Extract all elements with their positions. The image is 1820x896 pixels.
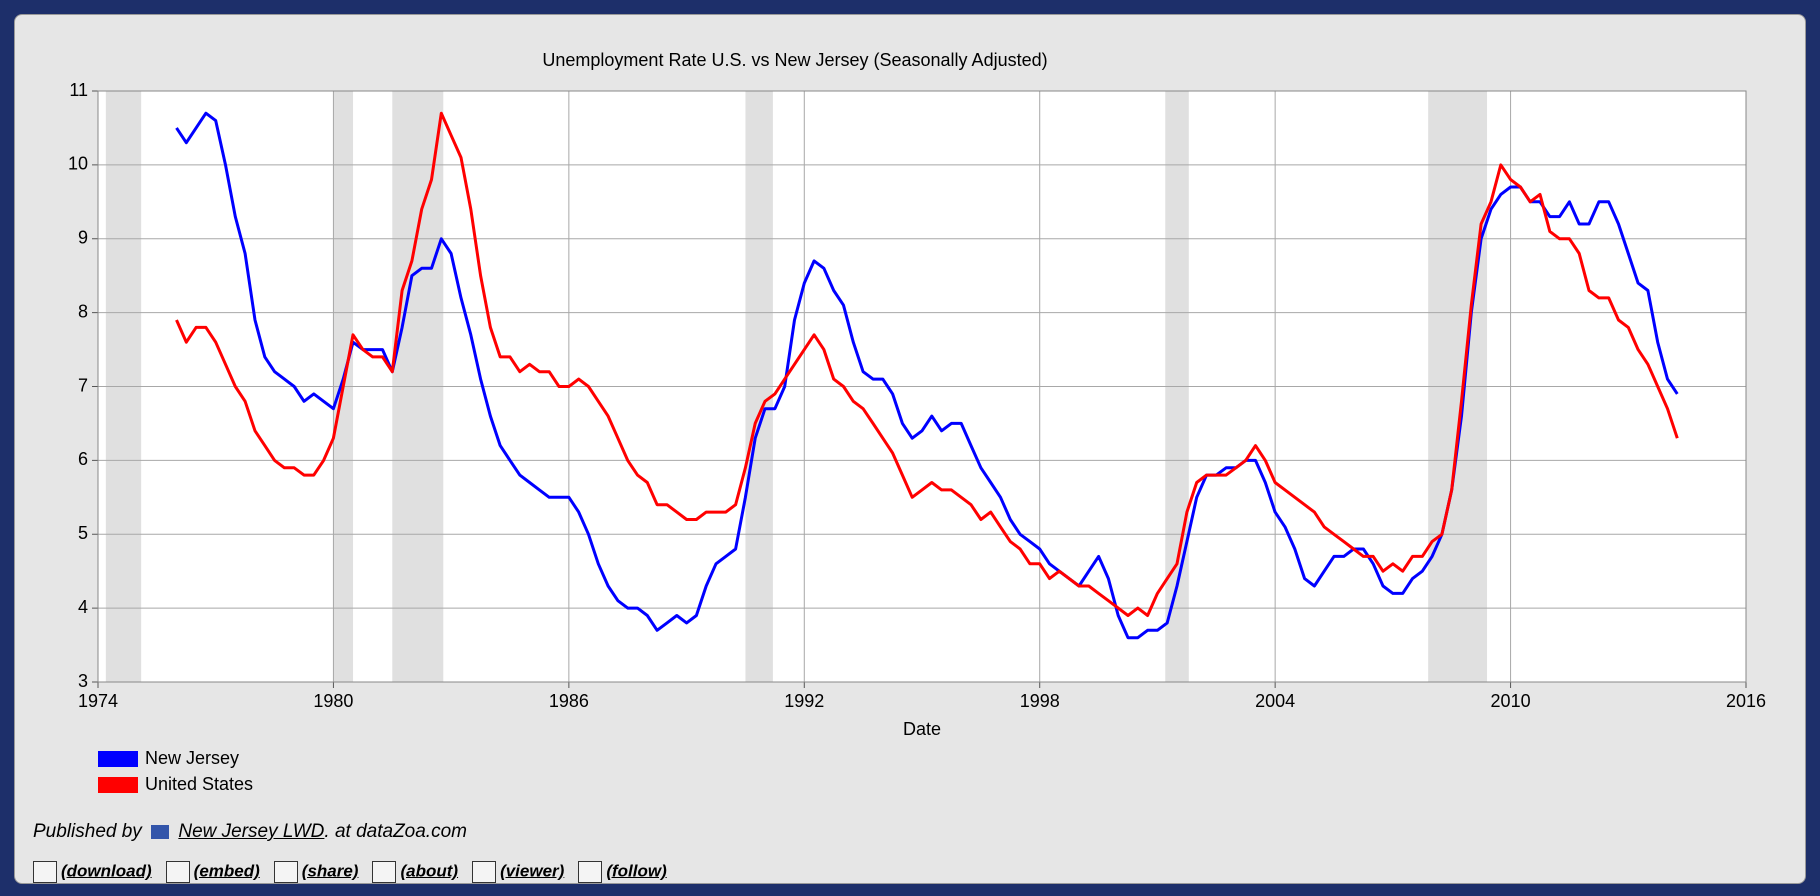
widget-panel: Unemployment Rate U.S. vs New Jersey (Se… xyxy=(14,14,1806,884)
chart-title: Unemployment Rate U.S. vs New Jersey (Se… xyxy=(542,50,1047,70)
link-icon xyxy=(273,861,298,883)
x-axis-label: Date xyxy=(903,719,941,739)
link-icon xyxy=(472,861,497,883)
y-tick-label: 4 xyxy=(78,597,88,617)
link-icon xyxy=(578,861,603,883)
source-suffix: . at dataZoa.com xyxy=(324,821,467,842)
series-line xyxy=(175,111,1679,617)
footer-link-item: (about) xyxy=(372,861,458,883)
footer-link-item: (viewer) xyxy=(472,861,564,883)
published-line: Published by New Jersey LWD. at dataZoa.… xyxy=(33,821,467,843)
footer-link[interactable]: (share) xyxy=(301,861,359,881)
plot-border xyxy=(97,90,1747,683)
footer-link-item: (share) xyxy=(273,861,359,883)
y-tick-label: 11 xyxy=(69,80,88,100)
y-tick-label: 9 xyxy=(78,228,88,248)
y-tick-label: 3 xyxy=(78,671,88,691)
footer-link[interactable]: (download) xyxy=(61,861,152,881)
source-link[interactable]: New Jersey LWD xyxy=(178,821,325,842)
legend-label: New Jersey xyxy=(145,748,239,768)
x-tick-label: 2016 xyxy=(1726,691,1766,711)
footer-link[interactable]: (embed) xyxy=(193,861,260,881)
x-tick-label: 1974 xyxy=(78,691,118,711)
x-tick-label: 1998 xyxy=(1020,691,1060,711)
footer-link[interactable]: (follow) xyxy=(606,861,667,881)
link-icon xyxy=(33,861,57,883)
chart: Unemployment Rate U.S. vs New Jersey (Se… xyxy=(68,50,1766,794)
x-tick-label: 1980 xyxy=(313,691,353,711)
y-tick-label: 8 xyxy=(78,301,88,321)
footer-link-item: (download) xyxy=(33,861,152,883)
legend-swatch xyxy=(98,751,138,767)
series-line xyxy=(175,111,1679,640)
footer-link[interactable]: (about) xyxy=(400,861,459,881)
y-tick-label: 5 xyxy=(78,523,88,543)
x-tick-label: 2010 xyxy=(1491,691,1531,711)
y-tick-label: 6 xyxy=(78,449,88,469)
link-icon xyxy=(165,861,190,883)
x-tick-label: 1992 xyxy=(784,691,824,711)
link-bar: (download) (embed) (share) (about) (viewer) (… xyxy=(33,861,667,883)
legend-swatch xyxy=(98,777,138,793)
footer-link-item: (follow) xyxy=(578,861,667,883)
legend-label: United States xyxy=(145,774,253,794)
footer-link-item: (embed) xyxy=(165,861,260,883)
y-tick-label: 10 xyxy=(68,154,88,174)
published-by: Published by xyxy=(33,821,142,842)
link-icon xyxy=(372,861,397,883)
source-icon xyxy=(151,824,170,839)
x-tick-label: 1986 xyxy=(549,691,589,711)
footer-link[interactable]: (viewer) xyxy=(500,861,565,881)
y-tick-label: 7 xyxy=(78,375,88,395)
x-tick-label: 2004 xyxy=(1255,691,1295,711)
